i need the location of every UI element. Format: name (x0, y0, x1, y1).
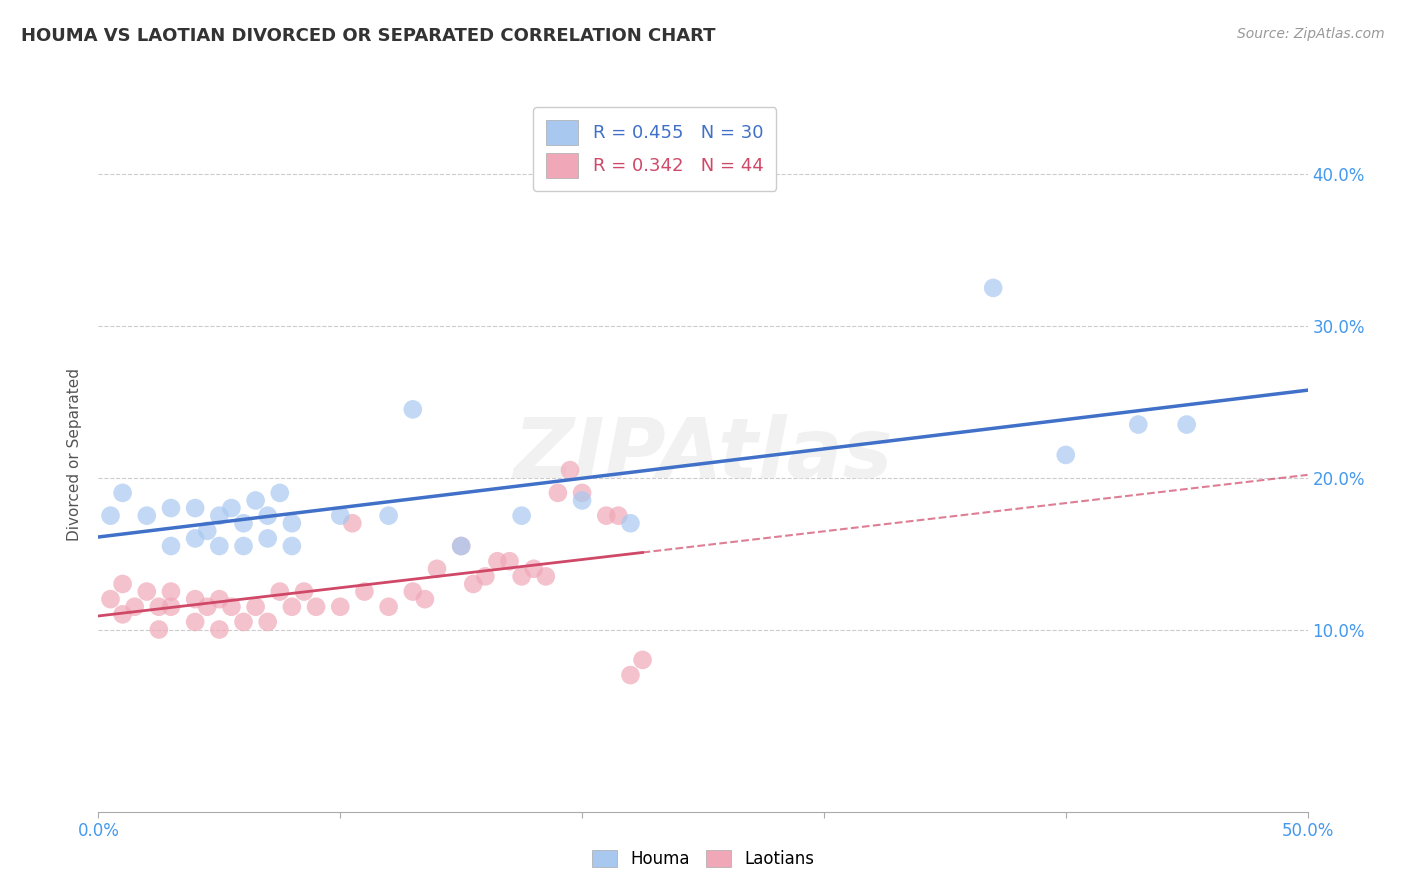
Point (1175, 417, 1198, 432)
Text: Source: ZipAtlas.com: Source: ZipAtlas.com (1237, 27, 1385, 41)
Point (305, 599, 328, 614)
Point (184, 615, 207, 629)
Point (510, 508, 533, 523)
Y-axis label: Divorced or Separated: Divorced or Separated (67, 368, 83, 541)
Point (619, 668, 641, 682)
Point (269, 584, 291, 599)
Point (547, 486, 569, 500)
Point (486, 554, 509, 568)
Point (245, 493, 267, 508)
Point (281, 539, 304, 553)
Point (195, 524, 218, 538)
Point (232, 539, 254, 553)
Point (232, 615, 254, 629)
Legend: Houma, Laotians: Houma, Laotians (585, 843, 821, 875)
Point (208, 508, 231, 523)
Point (353, 584, 375, 599)
Point (245, 599, 267, 614)
Point (232, 516, 254, 531)
Point (256, 615, 278, 629)
Point (595, 508, 617, 523)
Point (534, 569, 557, 583)
Point (981, 281, 1004, 295)
Point (148, 623, 170, 637)
Point (160, 501, 183, 516)
Point (292, 584, 315, 599)
Point (135, 508, 157, 523)
Point (1128, 417, 1150, 432)
Point (558, 463, 581, 477)
Point (402, 584, 425, 599)
Point (377, 599, 399, 614)
Point (100, 508, 122, 523)
Point (124, 599, 146, 614)
Point (413, 592, 436, 607)
Point (631, 653, 654, 667)
Point (208, 539, 231, 553)
Point (160, 539, 183, 553)
Point (221, 599, 243, 614)
Point (1054, 448, 1077, 462)
Point (450, 539, 472, 553)
Point (148, 599, 170, 614)
Point (498, 554, 520, 568)
Point (208, 623, 231, 637)
Point (342, 516, 364, 531)
Point (463, 577, 485, 591)
Point (256, 532, 278, 546)
Point (329, 599, 352, 614)
Point (281, 599, 304, 614)
Point (111, 607, 134, 622)
Point (607, 508, 630, 523)
Point (184, 501, 207, 516)
Point (377, 508, 399, 523)
Legend: R = 0.455   N = 30, R = 0.342   N = 44: R = 0.455 N = 30, R = 0.342 N = 44 (533, 107, 776, 191)
Text: HOUMA VS LAOTIAN DIVORCED OR SEPARATED CORRELATION CHART: HOUMA VS LAOTIAN DIVORCED OR SEPARATED C… (21, 27, 716, 45)
Point (100, 592, 122, 607)
Text: ZIPAtlas: ZIPAtlas (513, 415, 893, 495)
Point (208, 592, 231, 607)
Point (111, 486, 134, 500)
Point (269, 486, 291, 500)
Point (329, 508, 352, 523)
Point (402, 402, 425, 417)
Point (450, 539, 472, 553)
Point (256, 508, 278, 523)
Point (474, 569, 496, 583)
Point (281, 516, 304, 531)
Point (184, 532, 207, 546)
Point (160, 584, 183, 599)
Point (160, 599, 183, 614)
Point (195, 599, 218, 614)
Point (426, 562, 449, 576)
Point (619, 516, 641, 531)
Point (221, 501, 243, 516)
Point (184, 592, 207, 607)
Point (510, 569, 533, 583)
Point (571, 493, 593, 508)
Point (523, 562, 546, 576)
Point (135, 584, 157, 599)
Point (571, 486, 593, 500)
Point (111, 577, 134, 591)
